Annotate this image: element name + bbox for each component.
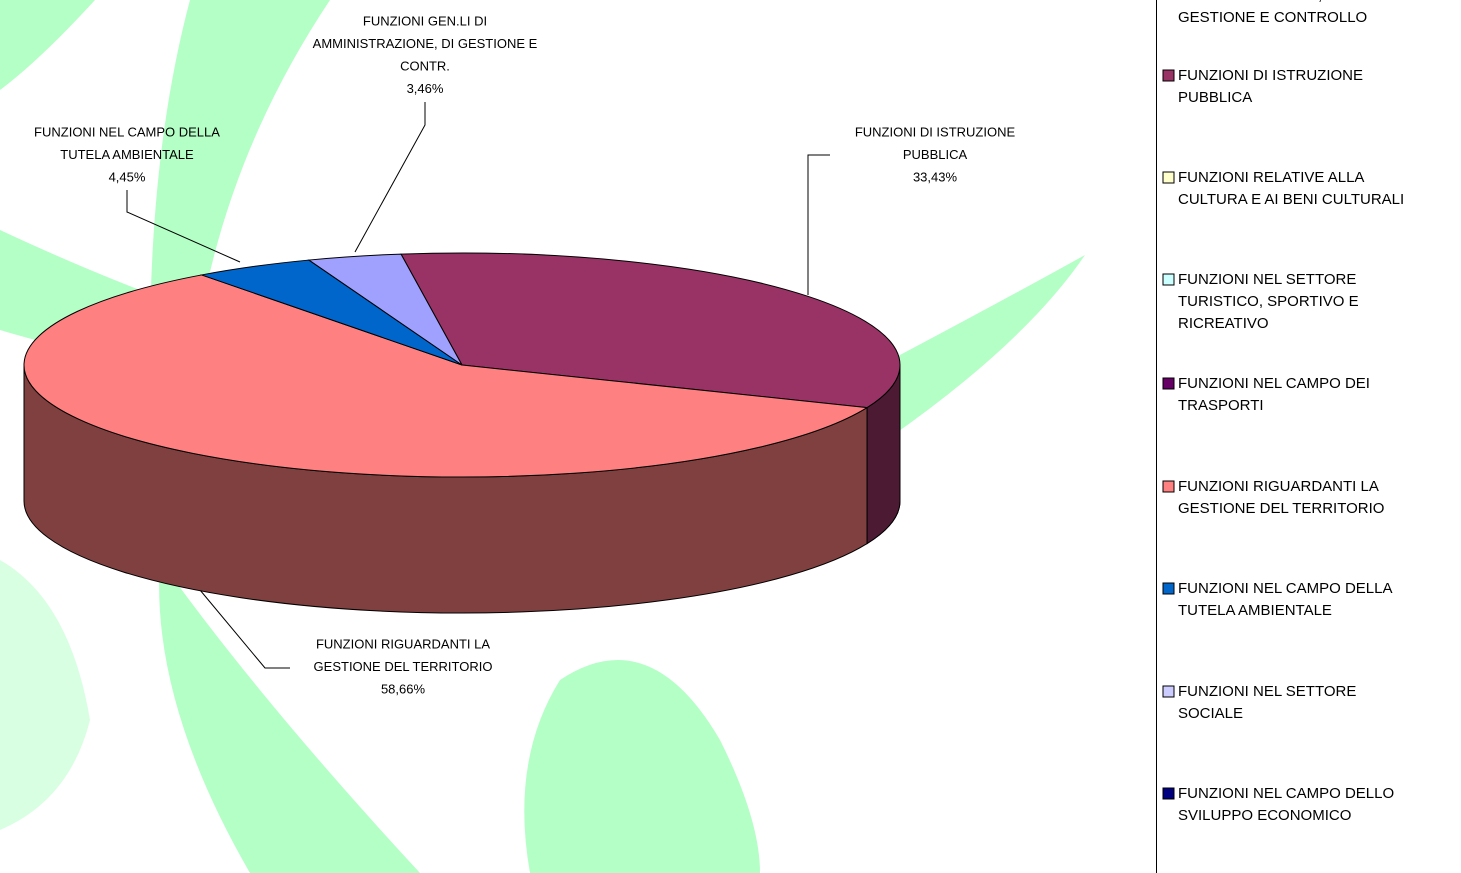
- data-value-label: 58,66%: [381, 681, 426, 696]
- data-label: TUTELA AMBIENTALE: [60, 147, 194, 162]
- legend-marker: [1162, 787, 1175, 800]
- slice: [23, 274, 869, 478]
- legend-marker: [1162, 480, 1175, 493]
- slice: [400, 252, 901, 409]
- legend-label: FUNZIONI RELATIVE ALLA: [1178, 169, 1364, 186]
- legend-label: FUNZIONI NEL CAMPO DELLO: [1178, 785, 1394, 802]
- legend-label: FUNZIONI DI ISTRUZIONE: [1178, 67, 1363, 84]
- data-label: AMMINISTRAZIONE, DI GESTIONE E: [313, 36, 538, 51]
- legend-marker: [1162, 171, 1175, 184]
- data-value-label: 33,43%: [913, 169, 958, 184]
- legend-marker: [1162, 685, 1175, 698]
- legend-label: TRASPORTI: [1178, 397, 1264, 414]
- legend-label: SOCIALE: [1178, 705, 1243, 722]
- data-value-label: 4,45%: [109, 169, 146, 184]
- legend-label: SVILUPPO ECONOMICO: [1178, 807, 1351, 824]
- data-labels: FUNZIONI DI ISTRUZIONE PUBBLICA 33,43% FUNZ…: [34, 13, 1015, 696]
- data-label: CONTR.: [400, 58, 450, 73]
- legend-label: FUNZIONI RIGUARDANTI LA: [1178, 478, 1379, 495]
- legend-label: AMMINISTRAZIONE, DI: [1178, 0, 1341, 4]
- legend-label: GESTIONE DEL TERRITORIO: [1178, 500, 1384, 517]
- legend-label: PUBBLICA: [1178, 89, 1252, 106]
- legend: AMMINISTRAZIONE, DI GESTIONE E CONTROLLO F…: [1162, 0, 1404, 824]
- legend-label: CULTURA E AI BENI CULTURALI: [1178, 191, 1404, 208]
- legend-label: FUNZIONI NEL SETTORE: [1178, 271, 1356, 288]
- legend-label: GESTIONE E CONTROLLO: [1178, 9, 1367, 26]
- legend-label: TUTELA AMBIENTALE: [1178, 602, 1332, 619]
- pie: [23, 252, 901, 614]
- data-label: PUBBLICA: [903, 147, 968, 162]
- legend-label: TURISTICO, SPORTIVO E: [1178, 293, 1359, 310]
- legend-marker: [1162, 273, 1175, 286]
- legend-marker: [1162, 69, 1175, 82]
- legend-marker: [1162, 582, 1175, 595]
- data-value-label: 3,46%: [407, 81, 444, 96]
- legend-label: FUNZIONI NEL CAMPO DEI: [1178, 375, 1370, 392]
- slice: [307, 253, 463, 366]
- data-label: FUNZIONI DI ISTRUZIONE: [855, 124, 1016, 139]
- legend-label: RICREATIVO: [1178, 315, 1269, 332]
- legend-marker: [1162, 377, 1175, 390]
- data-label: FUNZIONI RIGUARDANTI LA: [316, 636, 490, 651]
- data-label: GESTIONE DEL TERRITORIO: [314, 659, 493, 674]
- legend-label: FUNZIONI NEL SETTORE: [1178, 683, 1356, 700]
- data-label: FUNZIONI GEN.LI DI: [363, 13, 487, 28]
- data-label: FUNZIONI NEL CAMPO DELLA: [34, 124, 220, 139]
- legend-label: FUNZIONI NEL CAMPO DELLA: [1178, 580, 1392, 597]
- leader-lines: [126, 102, 830, 669]
